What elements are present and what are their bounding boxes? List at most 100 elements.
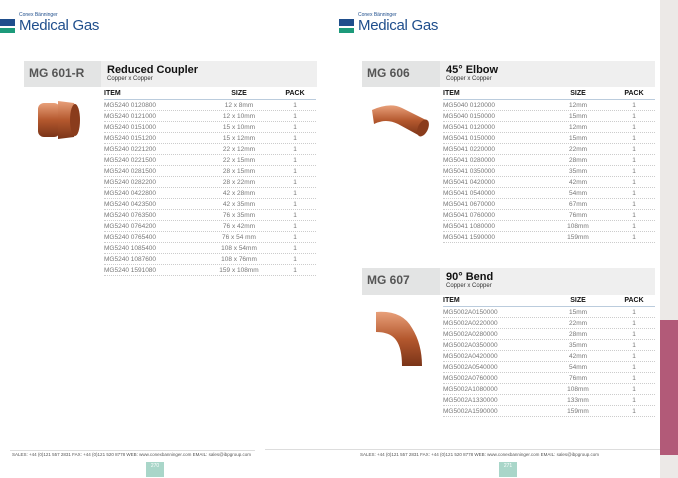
cell-item: MG5040 0150000 bbox=[443, 113, 496, 120]
table-row: MG5002A1590000 159mm 1 bbox=[443, 406, 655, 417]
cell-item: MG5240 1591080 bbox=[104, 267, 157, 274]
table-row: MG5041 1590000 159mm 1 bbox=[443, 232, 655, 243]
table-row: MG5041 0760000 76mm 1 bbox=[443, 210, 655, 221]
table-row: MG5002A1080000 108mm 1 bbox=[443, 384, 655, 395]
table-row: MG5041 0120000 12mm 1 bbox=[443, 122, 655, 133]
product-title: Reduced Coupler bbox=[107, 64, 199, 76]
cell-size: 108 x 54mm bbox=[221, 245, 257, 252]
table-row: MG5002A0280000 28mm 1 bbox=[443, 329, 655, 340]
cell-pack: 1 bbox=[293, 212, 297, 219]
table-row: MG5002A0150000 15mm 1 bbox=[443, 307, 655, 318]
cell-size: 12 x 8mm bbox=[224, 102, 254, 109]
column-header-item: ITEM bbox=[104, 90, 121, 97]
cell-pack: 1 bbox=[293, 201, 297, 208]
cell-item: MG5041 0120000 bbox=[443, 124, 496, 131]
cell-size: 42 x 35mm bbox=[222, 201, 256, 208]
cell-size: 76mm bbox=[568, 375, 588, 382]
product-title-box: Reduced Coupler Copper x Copper bbox=[101, 61, 317, 87]
cell-item: MG5240 0282200 bbox=[104, 179, 157, 186]
product-code: MG 606 bbox=[362, 61, 440, 87]
table-row: MG5002A0760000 76mm 1 bbox=[443, 373, 655, 384]
footer-contact: SALES: +44 (0)121 557 2831 FAX: +44 (0)1… bbox=[12, 452, 251, 457]
logo-mark-icon bbox=[0, 19, 15, 33]
cell-size: 76mm bbox=[568, 212, 588, 219]
table-row: MG5240 0763500 76 x 35mm 1 bbox=[104, 210, 316, 221]
table-row: MG5240 0764200 76 x 42mm 1 bbox=[104, 221, 316, 232]
cell-item: MG5002A0220000 bbox=[443, 320, 498, 327]
cell-size: 35mm bbox=[568, 342, 588, 349]
table-row: MG5240 0121000 12 x 10mm 1 bbox=[104, 111, 316, 122]
cell-pack: 1 bbox=[632, 102, 636, 109]
column-header-size: SIZE bbox=[231, 90, 247, 97]
table-row: MG5002A0350000 35mm 1 bbox=[443, 340, 655, 351]
table-row: MG5041 0420000 42mm 1 bbox=[443, 177, 655, 188]
cell-size: 22mm bbox=[568, 146, 588, 153]
reduced-coupler-image bbox=[38, 101, 80, 139]
cell-pack: 1 bbox=[632, 386, 636, 393]
table-row: MG5240 0120800 12 x 8mm 1 bbox=[104, 100, 316, 111]
cell-size: 108 x 76mm bbox=[221, 256, 257, 263]
cell-pack: 1 bbox=[632, 124, 636, 131]
cell-size: 28 x 15mm bbox=[222, 168, 256, 175]
cell-pack: 1 bbox=[632, 135, 636, 142]
cell-size: 54mm bbox=[568, 364, 588, 371]
cell-pack: 1 bbox=[293, 146, 297, 153]
page-number: 271 bbox=[499, 462, 517, 477]
cell-item: MG5041 1590000 bbox=[443, 234, 496, 241]
cell-pack: 1 bbox=[293, 256, 297, 263]
table-row: MG5240 1591080 159 x 108mm 1 bbox=[104, 265, 316, 276]
cell-pack: 1 bbox=[293, 168, 297, 175]
cell-pack: 1 bbox=[293, 245, 297, 252]
table-row: MG5240 0151000 15 x 10mm 1 bbox=[104, 122, 316, 133]
product-subtitle: Copper x Copper bbox=[446, 76, 492, 82]
cell-pack: 1 bbox=[632, 168, 636, 175]
cell-pack: 1 bbox=[293, 124, 297, 131]
product-subtitle: Copper x Copper bbox=[107, 76, 153, 82]
table-row: MG5002A0220000 22mm 1 bbox=[443, 318, 655, 329]
cell-size: 22mm bbox=[568, 320, 588, 327]
cell-pack: 1 bbox=[293, 267, 297, 274]
cell-size: 15mm bbox=[568, 113, 588, 120]
product-subtitle: Copper x Copper bbox=[446, 283, 492, 289]
cell-item: MG5240 0422800 bbox=[104, 190, 157, 197]
cell-size: 35mm bbox=[568, 168, 588, 175]
table-row: MG5240 0423500 42 x 35mm 1 bbox=[104, 199, 316, 210]
table-row: MG5041 0220000 22mm 1 bbox=[443, 144, 655, 155]
page-number: 270 bbox=[146, 462, 164, 477]
brand-name: Medical Gas bbox=[19, 17, 100, 34]
product-table: ITEM SIZE PACK MG5240 0120800 12 x 8mm 1 MG524… bbox=[104, 89, 316, 276]
footer-contact: SALES: +44 (0)121 557 2831 FAX: +44 (0)1… bbox=[360, 452, 599, 457]
column-header-size: SIZE bbox=[570, 90, 586, 97]
cell-item: MG5240 1087600 bbox=[104, 256, 157, 263]
cell-item: MG5041 0280000 bbox=[443, 157, 496, 164]
cell-item: MG5240 0121000 bbox=[104, 113, 157, 120]
table-header: ITEM SIZE PACK bbox=[104, 89, 316, 100]
cell-size: 28mm bbox=[568, 157, 588, 164]
column-header-size: SIZE bbox=[570, 297, 586, 304]
cell-item: MG5002A0150000 bbox=[443, 309, 498, 316]
cell-pack: 1 bbox=[632, 342, 636, 349]
cell-pack: 1 bbox=[293, 113, 297, 120]
cell-pack: 1 bbox=[632, 201, 636, 208]
cell-item: MG5002A0350000 bbox=[443, 342, 498, 349]
cell-item: MG5240 0763500 bbox=[104, 212, 157, 219]
table-row: MG5002A1330000 133mm 1 bbox=[443, 395, 655, 406]
cell-size: 76 x 42mm bbox=[222, 223, 256, 230]
cell-size: 28 x 22mm bbox=[222, 179, 256, 186]
product-code: MG 601-R bbox=[24, 61, 101, 87]
table-row: MG5240 0281500 28 x 15mm 1 bbox=[104, 166, 316, 177]
cell-pack: 1 bbox=[632, 190, 636, 197]
cell-size: 22 x 12mm bbox=[222, 146, 256, 153]
cell-pack: 1 bbox=[632, 212, 636, 219]
brand-logo: Conex Bänninger Medical Gas bbox=[339, 12, 438, 33]
product-table: ITEM SIZE PACK MG5040 0120000 12mm 1 MG5040 01… bbox=[443, 89, 655, 243]
cell-pack: 1 bbox=[293, 102, 297, 109]
table-header: ITEM SIZE PACK bbox=[443, 89, 655, 100]
table-row: MG5041 0150000 15mm 1 bbox=[443, 133, 655, 144]
cell-item: MG5002A0540000 bbox=[443, 364, 498, 371]
product-title-box: 45° Elbow Copper x Copper bbox=[440, 61, 655, 87]
cell-item: MG5041 0540000 bbox=[443, 190, 496, 197]
product-table: ITEM SIZE PACK MG5002A0150000 15mm 1 MG5002A02… bbox=[443, 296, 655, 417]
cell-size: 12 x 10mm bbox=[222, 113, 256, 120]
cell-pack: 1 bbox=[632, 353, 636, 360]
